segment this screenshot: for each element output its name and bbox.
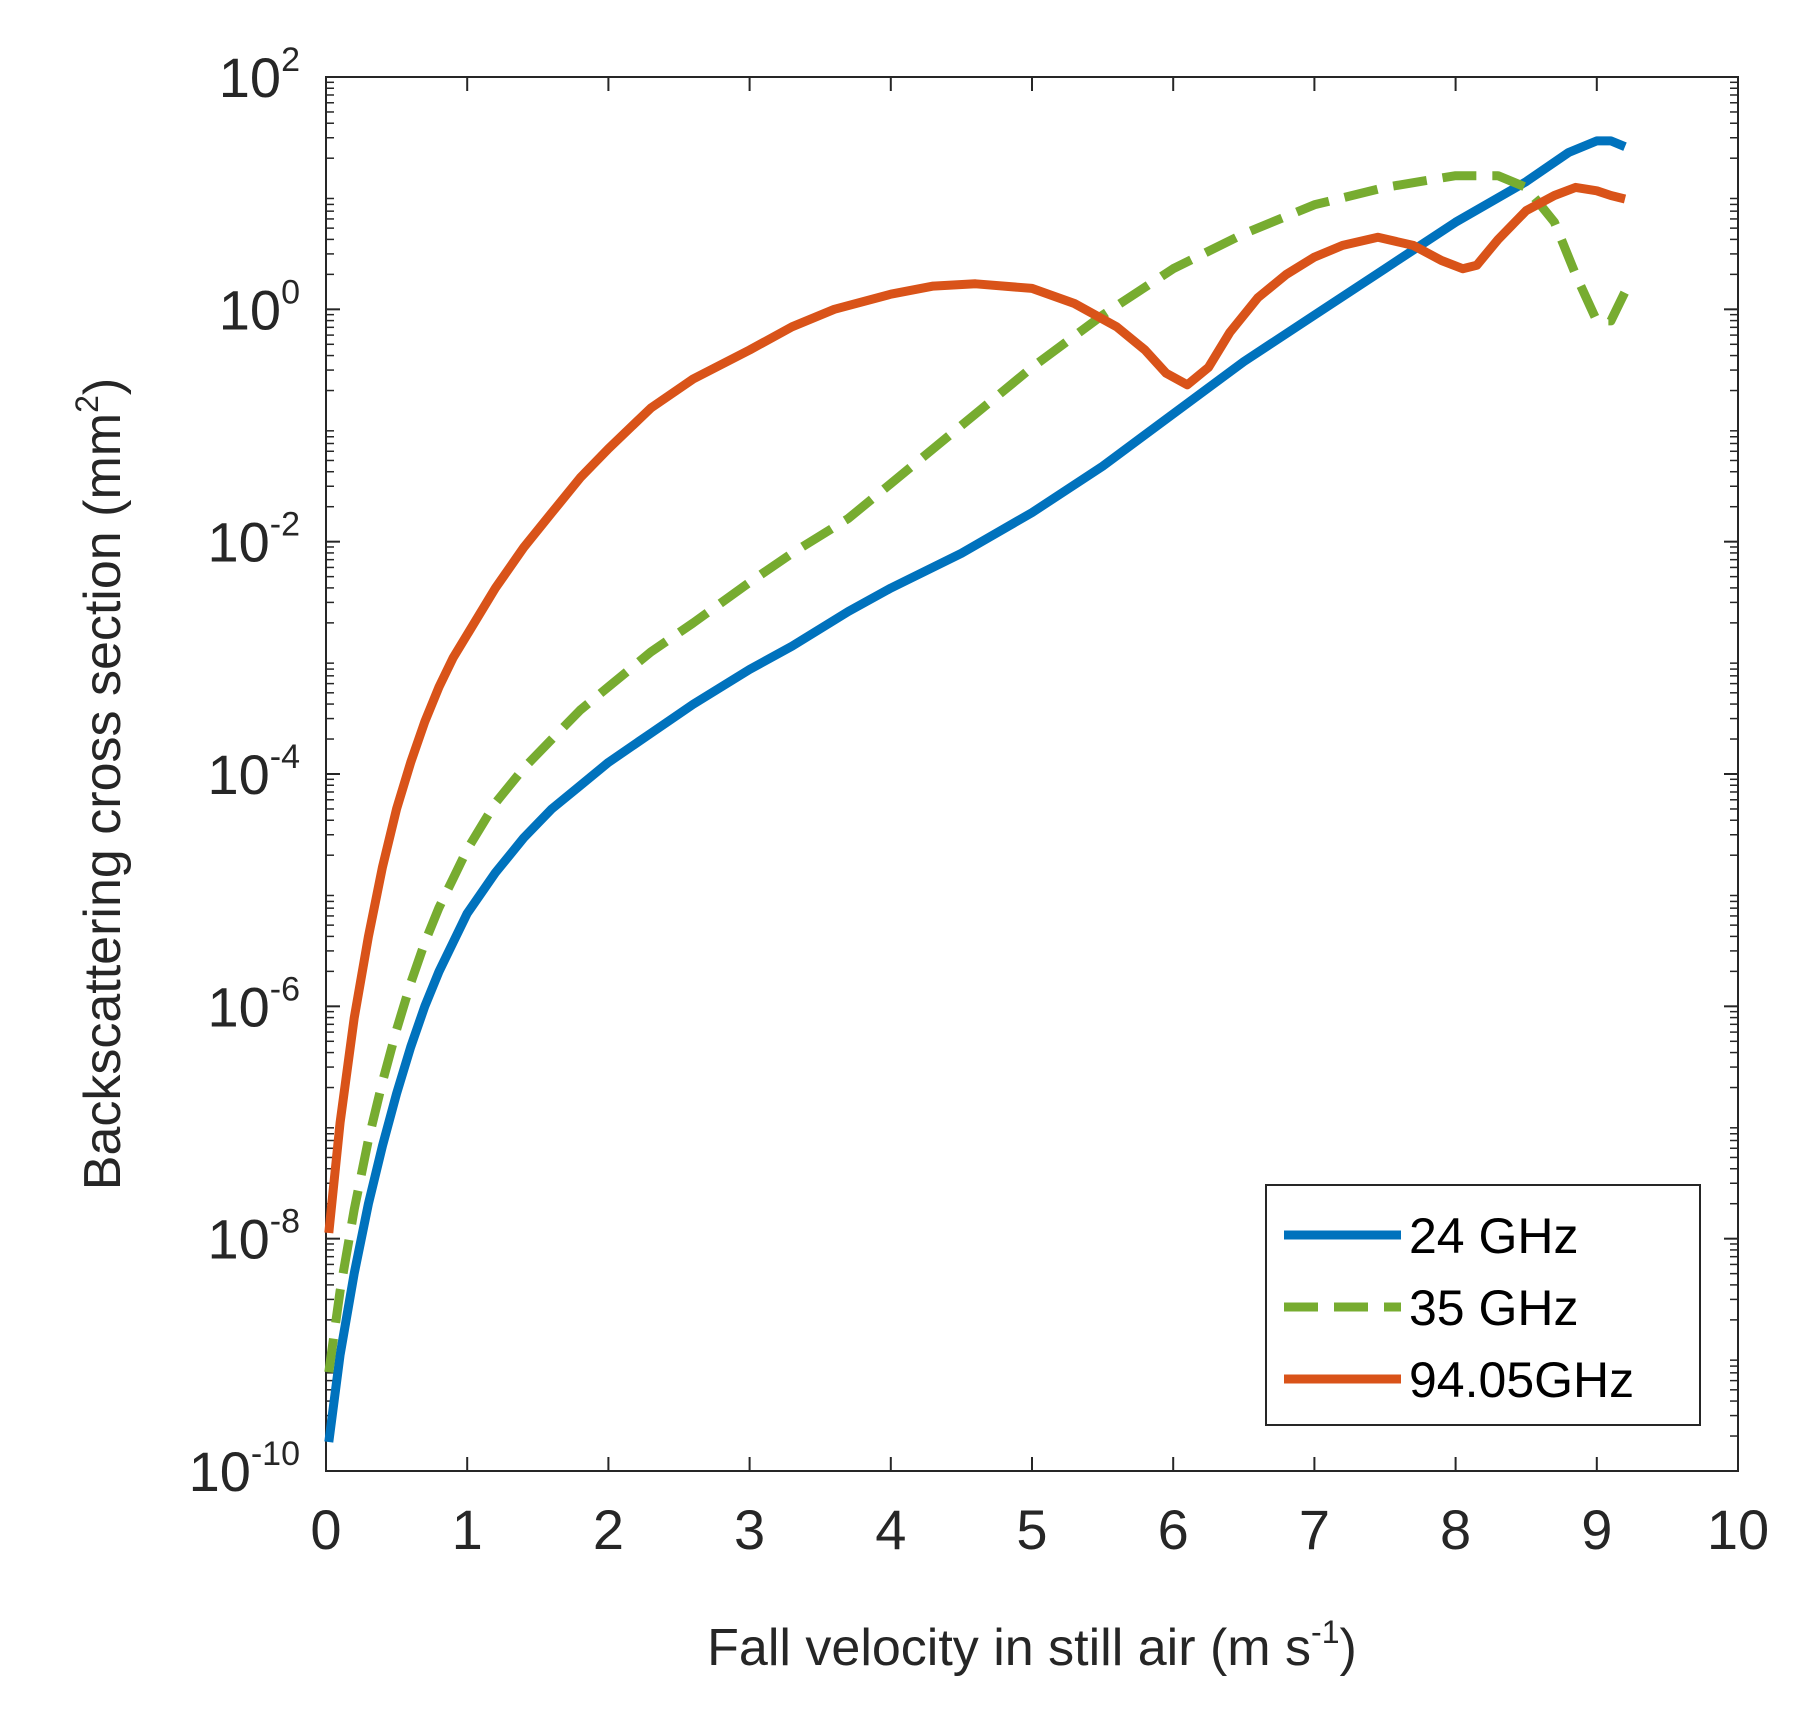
x-tick-label: 10 [1707,1498,1769,1561]
y-tick-label: 10-10 [189,1435,300,1503]
x-axis-label: Fall velocity in still air (m s-1) [707,1614,1357,1677]
x-tick-label: 2 [593,1498,624,1561]
x-tick-label: 4 [875,1498,906,1561]
x-tick-label: 7 [1299,1498,1330,1561]
y-axis-label: Backscattering cross section (mm2) [69,378,132,1190]
x-tick-label: 6 [1158,1498,1189,1561]
plot-area [324,76,1739,1472]
y-tick-label: 102 [219,41,300,109]
x-tick-label: 8 [1440,1498,1471,1561]
series-line-2 [324,182,1627,1234]
series-line-0 [324,136,1627,1443]
legend-label-1: 35 GHz [1409,1280,1579,1336]
y-tick-label: 10-2 [207,506,300,574]
y-tick-label: 100 [219,273,300,341]
x-tick-label: 0 [310,1498,341,1561]
y-tick-label: 10-8 [207,1203,300,1271]
legend-label-0: 24 GHz [1409,1208,1579,1264]
legend-label-2: 94.05GHz [1409,1352,1634,1408]
legend: 24 GHz 35 GHz 94.05GHz [1265,1184,1701,1426]
x-tick-label: 5 [1016,1498,1047,1561]
y-tick-label: 10-6 [207,970,300,1038]
x-tick-label: 3 [734,1498,765,1561]
series-line-1 [324,171,1630,1373]
x-tick-label: 1 [452,1498,483,1561]
y-tick-label: 10-4 [207,738,300,806]
x-tick-label: 9 [1581,1498,1612,1561]
